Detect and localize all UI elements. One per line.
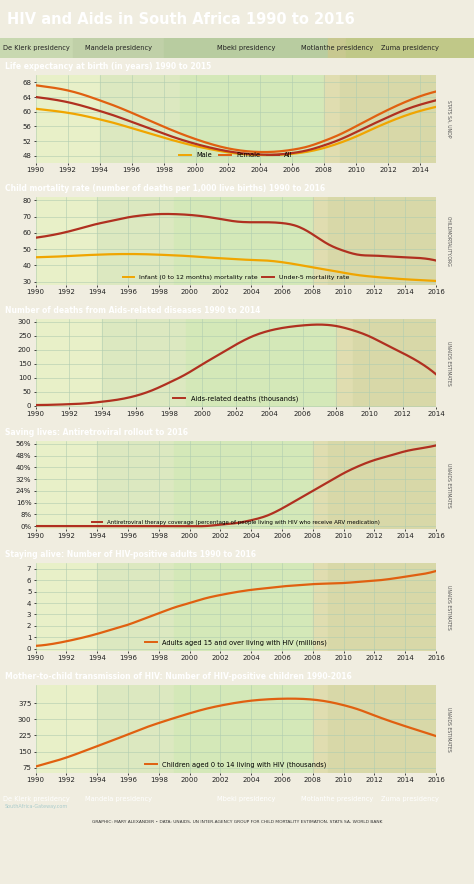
Bar [313,563,328,651]
Bar [73,38,164,58]
Bar [328,441,436,529]
Text: Mandela presidency: Mandela presidency [85,45,152,51]
Bar [336,319,353,407]
Text: Child mortality rate (number of deaths per 1,000 live births) 1990 to 2016: Child mortality rate (number of deaths p… [5,184,325,193]
Bar [36,563,97,651]
Text: Mbeki presidency: Mbeki presidency [217,45,275,51]
Bar [97,563,174,651]
Text: Mother-to-child transmission of HIV: Number of HIV-positive children 1990-2016: Mother-to-child transmission of HIV: Num… [5,672,352,681]
Text: Motlanthe presidency: Motlanthe presidency [301,45,374,51]
Bar [36,685,97,773]
Legend: Aids-related deaths (thousands): Aids-related deaths (thousands) [171,392,301,405]
Bar [36,441,97,529]
Bar [174,197,313,285]
Bar [353,319,436,407]
Legend: Antiretroviral therapy coverage (percentage of people living with HIV who receiv: Antiretroviral therapy coverage (percent… [90,518,382,527]
Text: Motlanthe presidency: Motlanthe presidency [301,796,374,802]
Text: Mbeki presidency: Mbeki presidency [217,796,275,802]
Bar [36,75,100,163]
Bar [36,319,102,407]
Bar [174,685,313,773]
Text: UNAIDS ESTIMATES: UNAIDS ESTIMATES [446,706,451,751]
Bar [313,441,328,529]
Text: Zuma presidency: Zuma presidency [381,45,439,51]
Text: Mandela presidency: Mandela presidency [85,796,152,802]
Bar [97,441,174,529]
Legend: Male, Female, All: Male, Female, All [176,149,295,161]
Bar [180,75,324,163]
Bar [174,441,313,529]
Bar [328,197,436,285]
Text: CHILDMORTALITY.ORG: CHILDMORTALITY.ORG [446,216,451,266]
Text: Number of deaths from Aids-related diseases 1990 to 2014: Number of deaths from Aids-related disea… [5,306,260,315]
Text: GRAPHIC: MARY ALEXANDER • DATA: UNAIDS, UN INTER-AGENCY GROUP FOR CHILD MORTALIT: GRAPHIC: MARY ALEXANDER • DATA: UNAIDS, … [92,820,382,824]
Bar [313,685,328,773]
Bar [97,685,174,773]
Bar [36,197,97,285]
Text: UNAIDS ESTIMATES: UNAIDS ESTIMATES [446,462,451,507]
Bar [102,319,186,407]
Bar [164,38,328,58]
Legend: Adults aged 15 and over living with HIV (millions): Adults aged 15 and over living with HIV … [142,636,329,649]
Text: UNAIDS ESTIMATES: UNAIDS ESTIMATES [446,584,451,629]
Bar [324,75,340,163]
Bar [346,38,474,58]
Bar [97,197,174,285]
Bar [328,38,346,58]
Text: Life expectancy at birth (in years) 1990 to 2015: Life expectancy at birth (in years) 1990… [5,62,211,71]
Text: Staying alive: Number of HIV-positive adults 1990 to 2016: Staying alive: Number of HIV-positive ad… [5,550,256,559]
Text: STATS SA, UNDP: STATS SA, UNDP [446,100,451,138]
Bar [340,75,436,163]
Bar [0,38,73,58]
Bar [328,685,436,773]
Text: Saving lives: Antiretroviral rollout to 2016: Saving lives: Antiretroviral rollout to … [5,428,188,437]
Bar [174,563,313,651]
Text: De Klerk presidency: De Klerk presidency [3,796,70,802]
Bar [100,75,180,163]
Legend: Infant (0 to 12 months) mortality rate, Under-5 mortality rate: Infant (0 to 12 months) mortality rate, … [120,272,352,283]
Text: HIV and Aids in South Africa 1990 to 2016: HIV and Aids in South Africa 1990 to 201… [7,11,355,27]
Bar [313,197,328,285]
Bar [186,319,336,407]
Text: Zuma presidency: Zuma presidency [381,796,439,802]
Text: SouthAfrica-Gateway.com: SouthAfrica-Gateway.com [5,804,68,809]
Text: UNAIDS ESTIMATES: UNAIDS ESTIMATES [446,340,451,385]
Bar [328,563,436,651]
Text: De Klerk presidency: De Klerk presidency [3,45,70,51]
Legend: Children aged 0 to 14 living with HIV (thousands): Children aged 0 to 14 living with HIV (t… [142,758,329,771]
